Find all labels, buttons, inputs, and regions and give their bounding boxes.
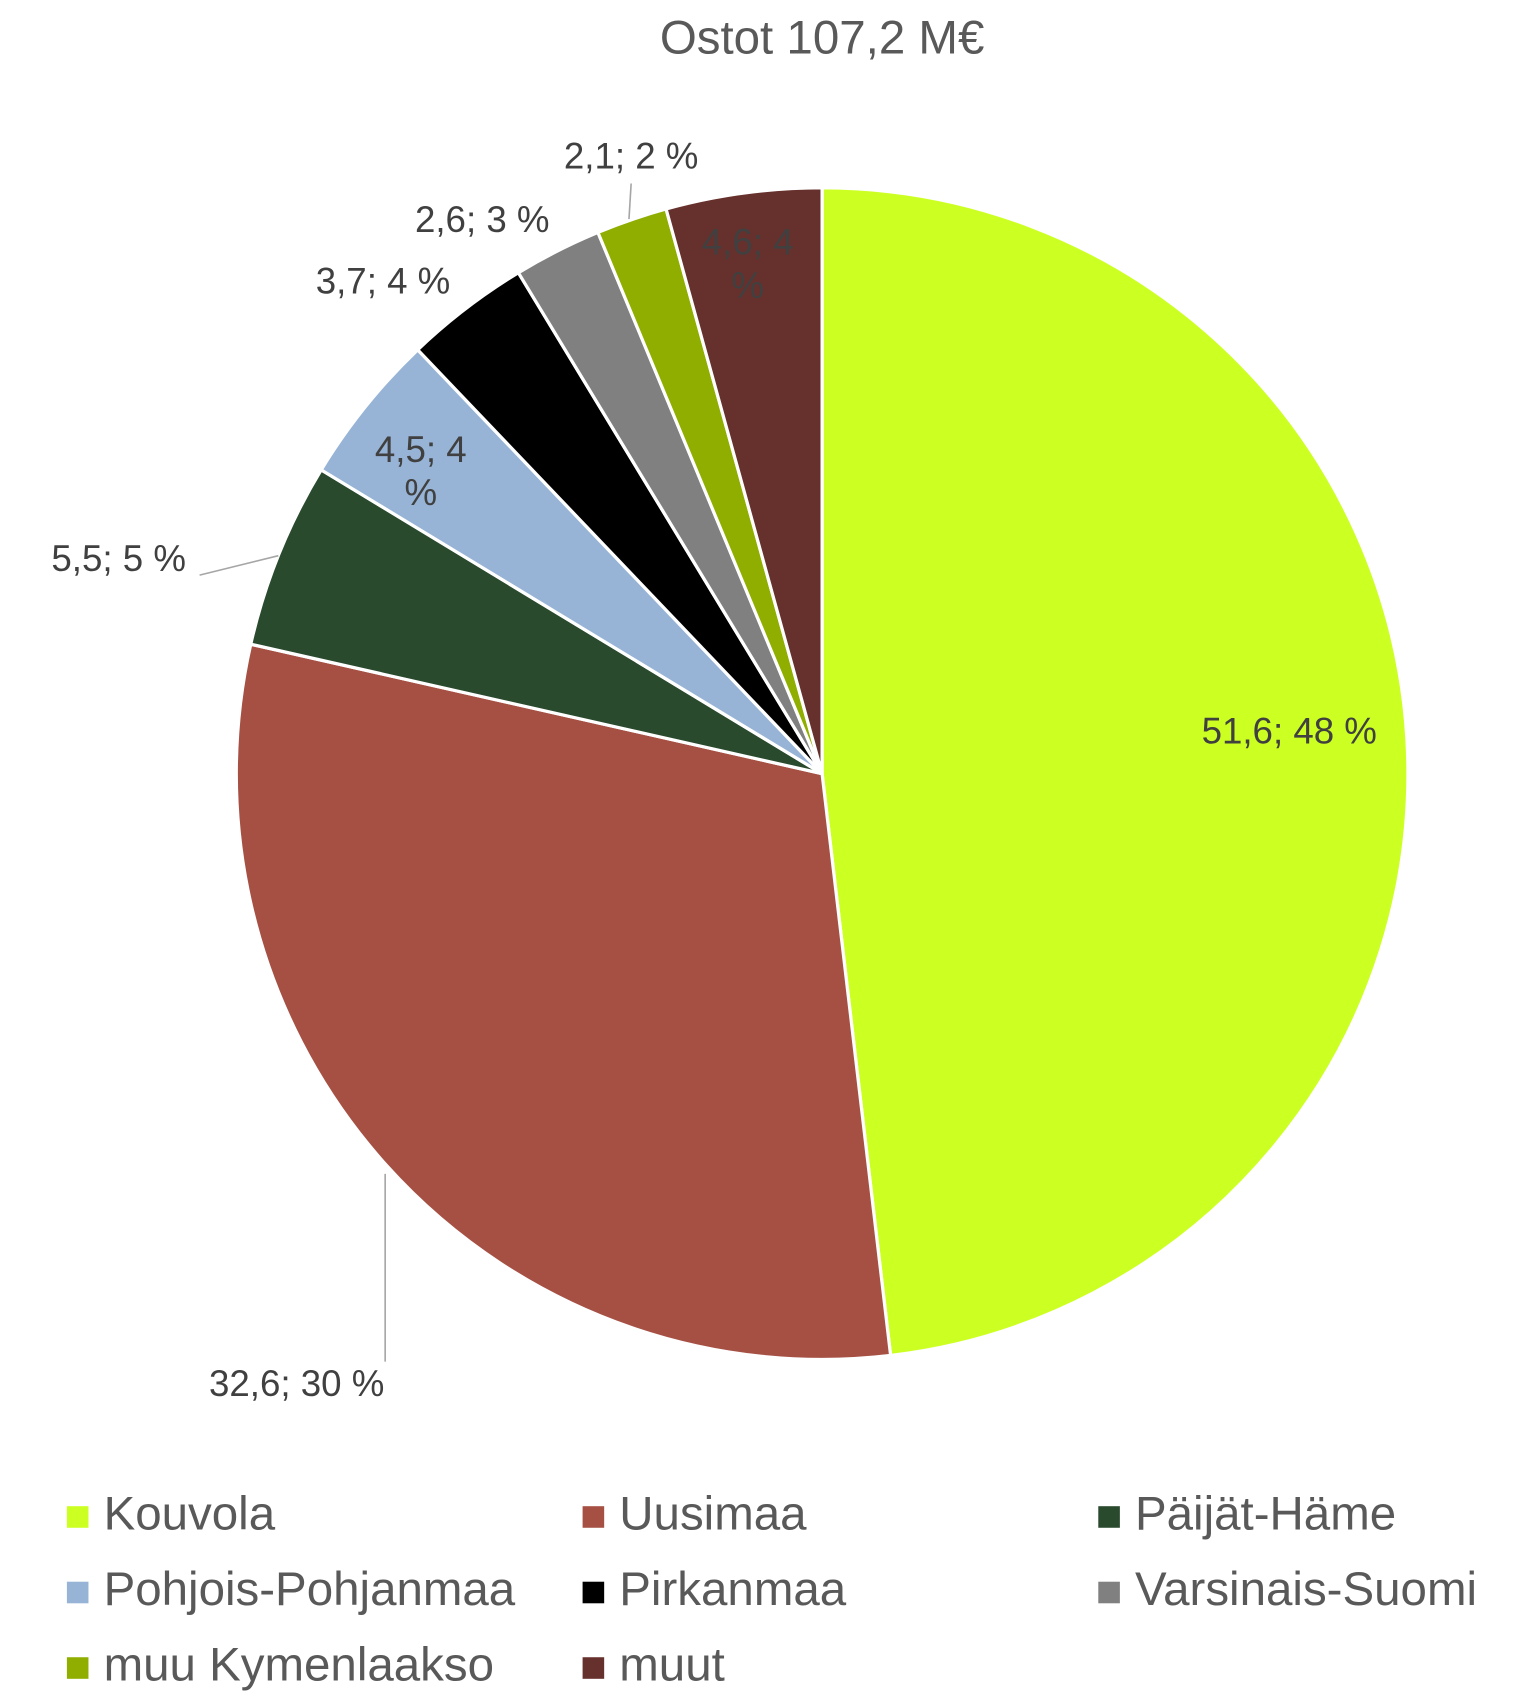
legend-swatch xyxy=(66,1657,89,1679)
data-label: 4,5; 4 % xyxy=(374,429,467,514)
legend-swatch xyxy=(1098,1506,1120,1528)
legend-label: Kouvola xyxy=(104,1488,276,1541)
legend-swatch xyxy=(582,1657,605,1679)
data-label: 2,6; 3 % xyxy=(415,199,550,240)
pie-slice xyxy=(820,186,1410,1358)
legend-swatch xyxy=(66,1506,89,1528)
pie-slice xyxy=(248,467,823,776)
legend-label: Varsinais-Suomi xyxy=(1135,1563,1477,1616)
legend-swatch xyxy=(582,1506,605,1528)
legend-swatch xyxy=(582,1581,605,1604)
data-label: 4,6; 4 % xyxy=(701,222,794,307)
data-label-box: 4,5; 4 % xyxy=(374,429,467,514)
data-label: 3,7; 4 % xyxy=(316,261,451,302)
data-label-box: 4,6; 4 % xyxy=(701,222,794,307)
legend-swatch xyxy=(66,1581,89,1604)
legend-label: Päijät-Häme xyxy=(1135,1488,1396,1541)
legend-swatch xyxy=(1098,1581,1120,1604)
data-label: 2,1; 2 % xyxy=(564,135,699,176)
data-label: 32,6; 30 % xyxy=(209,1363,384,1404)
legend-label: muut xyxy=(619,1639,725,1692)
chart-title: Ostot 107,2 M€ xyxy=(660,12,985,65)
legend-label: Pohjois-Pohjanmaa xyxy=(104,1563,516,1616)
legend-label: muu Kymenlaakso xyxy=(104,1639,494,1692)
leader-line xyxy=(628,183,632,220)
data-label: 5,5; 5 % xyxy=(51,538,186,579)
leader-line xyxy=(199,554,279,576)
data-label: 51,6; 48 % xyxy=(1202,710,1377,751)
pie-slice xyxy=(234,642,893,1362)
legend-label: Uusimaa xyxy=(619,1488,807,1541)
pie-slice xyxy=(664,186,824,775)
legend-label: Pirkanmaa xyxy=(619,1563,846,1616)
